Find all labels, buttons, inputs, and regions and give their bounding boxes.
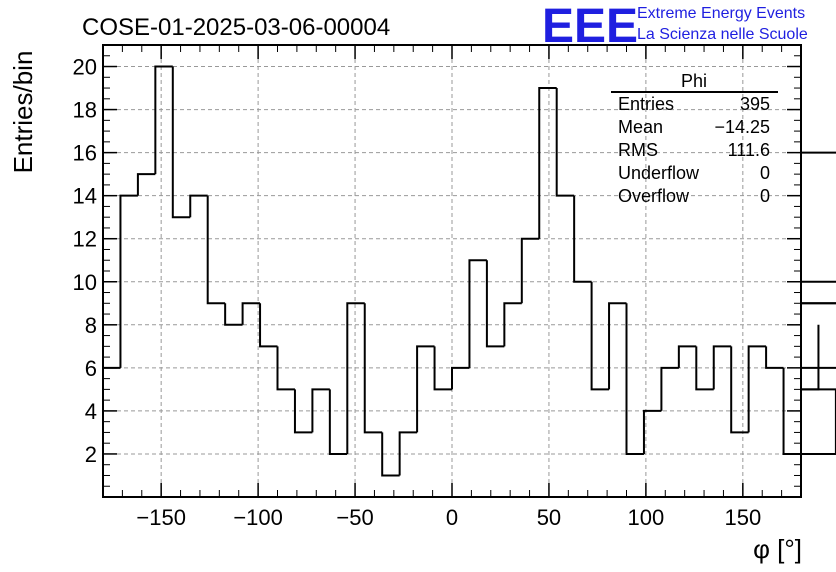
histogram-bin — [801, 302, 836, 305]
y-tick-label: 14 — [73, 184, 97, 209]
histogram-bin — [328, 389, 348, 455]
x-tick-label: −100 — [233, 505, 283, 530]
histogram-bin — [171, 66, 191, 219]
histogram-bin — [765, 346, 784, 369]
stats-value: 111.6 — [728, 140, 770, 160]
x-tick-label: −50 — [336, 505, 373, 530]
histogram-bin — [660, 366, 679, 411]
histogram-bin — [119, 194, 138, 368]
histogram-bin — [206, 195, 226, 305]
stats-value: 0 — [760, 186, 770, 206]
y-tick-label: 18 — [73, 98, 97, 123]
histogram-bin — [224, 303, 243, 326]
histogram-bin — [311, 388, 330, 433]
histogram-bin — [381, 432, 400, 477]
stats-value: −14.25 — [714, 117, 770, 137]
stats-label: Overflow — [618, 186, 690, 206]
histogram-bin — [293, 389, 313, 434]
histogram-bin — [712, 345, 732, 390]
y-tick-label: 6 — [85, 356, 97, 381]
histogram-bin — [485, 260, 505, 348]
histogram-bin — [730, 346, 749, 434]
histogram-bin — [346, 302, 365, 454]
histogram-bin — [747, 345, 767, 433]
histogram-bin — [520, 237, 540, 304]
histogram-bin — [590, 281, 610, 391]
x-tick-label: 150 — [724, 505, 761, 530]
grid — [103, 45, 801, 497]
histogram-bin — [677, 345, 697, 368]
histogram-bin — [608, 302, 627, 390]
x-tick-label: 100 — [628, 505, 665, 530]
y-tick-label: 10 — [73, 270, 97, 295]
histogram-bin — [801, 280, 836, 283]
histogram-bin — [363, 303, 383, 434]
stats-label: RMS — [618, 140, 658, 160]
histogram-bin — [538, 87, 557, 239]
x-tick-label: 50 — [537, 505, 561, 530]
histogram-bin — [241, 302, 261, 325]
histogram-bin — [154, 65, 173, 175]
x-tick-label: 0 — [446, 505, 458, 530]
histogram-bin — [642, 409, 662, 454]
stats-label: Underflow — [618, 163, 700, 183]
histogram-bin — [259, 303, 278, 348]
stats-value: 0 — [760, 163, 770, 183]
histogram-bin — [801, 324, 820, 391]
y-axis-title: Entries/bin — [8, 51, 38, 174]
y-tick-label: 4 — [85, 399, 97, 424]
logo-line-2: La Scienza nelle Scuole — [637, 26, 808, 43]
y-tick-label: 8 — [85, 313, 97, 338]
stats-title: Phi — [681, 71, 707, 91]
histogram-bin — [625, 303, 644, 455]
chart-title: COSE-01-2025-03-06-00004 — [82, 14, 390, 41]
histogram-bin — [276, 346, 295, 391]
stats-label: Mean — [618, 117, 663, 137]
histogram-bin — [189, 194, 208, 218]
y-tick-label: 16 — [73, 141, 97, 166]
y-tick-label: 20 — [73, 55, 97, 80]
logo-line-1: Extreme Energy Events — [637, 5, 805, 22]
stats-box: Phi Entries 395 Mean −14.25 RMS 111.6 Un… — [611, 71, 778, 206]
histogram-bin — [801, 389, 836, 455]
x-tick-label: −150 — [136, 505, 186, 530]
histogram-bin — [503, 302, 522, 347]
histogram-bin — [416, 345, 435, 433]
histogram-bin — [398, 431, 418, 476]
stats-value: 395 — [740, 94, 770, 114]
histogram-bin — [136, 173, 156, 196]
histogram-bin — [555, 88, 575, 197]
y-tick-label: 2 — [85, 442, 97, 467]
histogram-bin — [468, 259, 487, 368]
eee-logo: EEE Extreme Energy Events La Scienza nel… — [542, 0, 808, 53]
histogram-bin — [695, 346, 714, 391]
histogram-bin — [801, 366, 836, 369]
x-axis-title: φ [°] — [753, 534, 802, 564]
stats-label: Entries — [618, 94, 674, 114]
histogram-bin — [573, 195, 592, 283]
histogram-bin — [801, 151, 836, 154]
y-tick-label: 12 — [73, 227, 97, 252]
histogram-bin — [801, 388, 836, 391]
histogram-bin — [451, 366, 470, 390]
axis-ticks: −150 −100 −50 0 50 100 150 2 4 6 8 10 12 14 16 18 20 — [73, 45, 801, 530]
histogram-bin — [433, 346, 452, 391]
